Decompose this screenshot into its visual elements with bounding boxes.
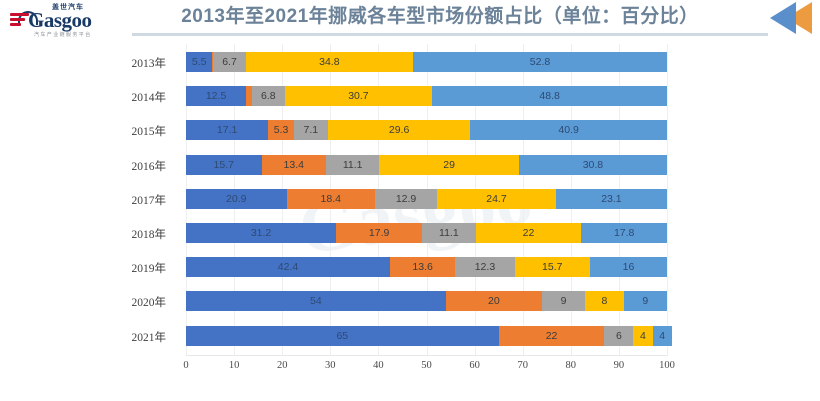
bar-segment: 6.7 [213,52,246,72]
x-axis-tick-label: 10 [228,360,240,371]
bar-segment: 9 [623,291,667,312]
bar-row: 12.5 6.8 30.7 48.8 [186,86,667,107]
bar-segment: 23.1 [555,188,667,209]
bar-segment: 8 [585,291,624,312]
bar-row: 65 22 6 4 4 [186,325,672,346]
bar-segment: 11.1 [422,223,476,243]
bar-segment: 22 [498,325,605,346]
x-axis-tick-label: 0 [183,360,189,371]
x-axis-tick-label: 30 [325,360,336,371]
header-divider [132,33,768,36]
x-axis-tick-label: 40 [373,360,384,371]
y-axis-tick-label: 2014年 [131,92,167,105]
bar-row: 20.9 18.4 12.9 24.7 23.1 [186,188,667,209]
bar-row: 42.4 13.6 12.3 15.7 16 [186,257,667,278]
bar-segment: 13.4 [261,154,326,175]
x-axis-tick-label: 90 [613,360,625,371]
bar-segment: 22 [475,223,582,243]
header-bar: 盖世汽车 Gasgoo 汽车产业链服务平台 2013年至2021年挪威各车型市场… [0,0,820,38]
y-axis-tick-label: 2016年 [131,160,167,173]
bar-segment: 4 [633,325,653,346]
bar-segment: 20.9 [186,188,287,209]
page-title: 2013年至2021年挪威各车型市场份额占比（单位：百分比） [181,6,699,27]
plot-area: 2013年 5.5 6.7 34.8 52.8 2014年 12.5 6.8 30.7 48.8 2… [132,44,675,371]
y-axis-tick-label: 2013年 [131,58,167,70]
bar-segment: 52.8 [413,52,667,72]
bar-segment: 13.6 [389,257,456,278]
y-axis-tick-label: 2021年 [131,331,167,344]
logo-mark-icon [10,11,38,29]
y-axis-tick-label: 2020年 [131,297,167,310]
bar-segment: 11.1 [325,154,380,175]
bar-segment: 48.8 [432,86,667,107]
bar-segment: 7.1 [293,120,328,141]
bar-segment: 17.1 [186,120,269,141]
bar-segment [246,86,252,107]
y-axis-tick-label: 2019年 [131,263,167,276]
x-axis-tick-label: 80 [565,360,577,371]
bar-segment: 6.8 [251,86,285,107]
gridline [667,44,668,356]
bar-segment: 12.3 [455,257,515,278]
bar-segment: 30.7 [284,86,433,107]
bar-segment: 15.7 [186,154,262,175]
bar-row: 54 20 9 8 9 [186,291,667,312]
logo-wordmark: Gasgoo [28,8,92,32]
x-axis-tick-label: 60 [469,360,480,371]
logo-chinese-text: 盖世汽车 [52,4,84,11]
bar-segment: 9 [541,291,586,312]
bar-segment: 17.8 [581,223,667,243]
x-axis-tick-label: 20 [276,360,288,371]
bar-segment [212,52,214,72]
gasgoo-logo: 盖世汽车 Gasgoo 汽车产业链服务平台 [6,2,124,38]
y-axis-tick-label: 2015年 [131,126,167,139]
bar-segment: 31.2 [186,223,337,243]
logo-tagline: 汽车产业链服务平台 [34,32,92,38]
bar-segment: 15.7 [514,257,591,278]
arrow-decoration [750,2,812,34]
bar-segment: 12.9 [375,188,438,209]
bar-segment: 40.9 [470,120,667,141]
bar-segment: 24.7 [437,188,556,209]
bar-row: 15.7 13.4 11.1 29 30.8 [186,154,667,175]
y-axis-tick-label: 2017年 [131,194,167,207]
bar-segment: 16 [590,257,667,278]
bar-segment: 30.8 [518,154,667,175]
chart-area: Gasgoo 2013年 5.5 6.7 34.8 52.8 2014年 12.5 6.8 30… [0,40,820,371]
bar-segment: 42.4 [186,257,390,278]
bar-segment: 6 [604,325,634,346]
bar-segment: 5.5 [186,52,213,72]
bar-segment: 18.4 [286,188,376,209]
y-axis-tick-label: 2018年 [131,229,167,241]
bar-segment: 12.5 [186,86,247,107]
bar-segment: 65 [186,325,499,346]
x-axis-tick-label: 50 [421,360,432,371]
bar-row: 31.2 17.9 11.1 22 17.8 [186,223,667,243]
bar-segment: 5.3 [268,120,294,141]
bar-segment: 4 [652,325,672,346]
bar-row: 5.5 6.7 34.8 52.8 [186,52,667,72]
bar-segment: 17.9 [336,223,423,243]
x-axis-line [186,355,667,356]
bar-segment: 54 [186,291,446,312]
bar-segment: 29 [379,154,519,175]
bar-segment: 34.8 [245,52,414,72]
bar-segment: 29.6 [327,120,471,141]
bar-row: 17.1 5.3 7.1 29.6 40.9 [186,120,667,141]
bar-segment: 20 [445,291,542,312]
arrow-left-blue-icon [770,2,796,34]
x-axis-tick-label: 70 [517,360,528,371]
x-axis-tick-label: 100 [659,360,675,371]
